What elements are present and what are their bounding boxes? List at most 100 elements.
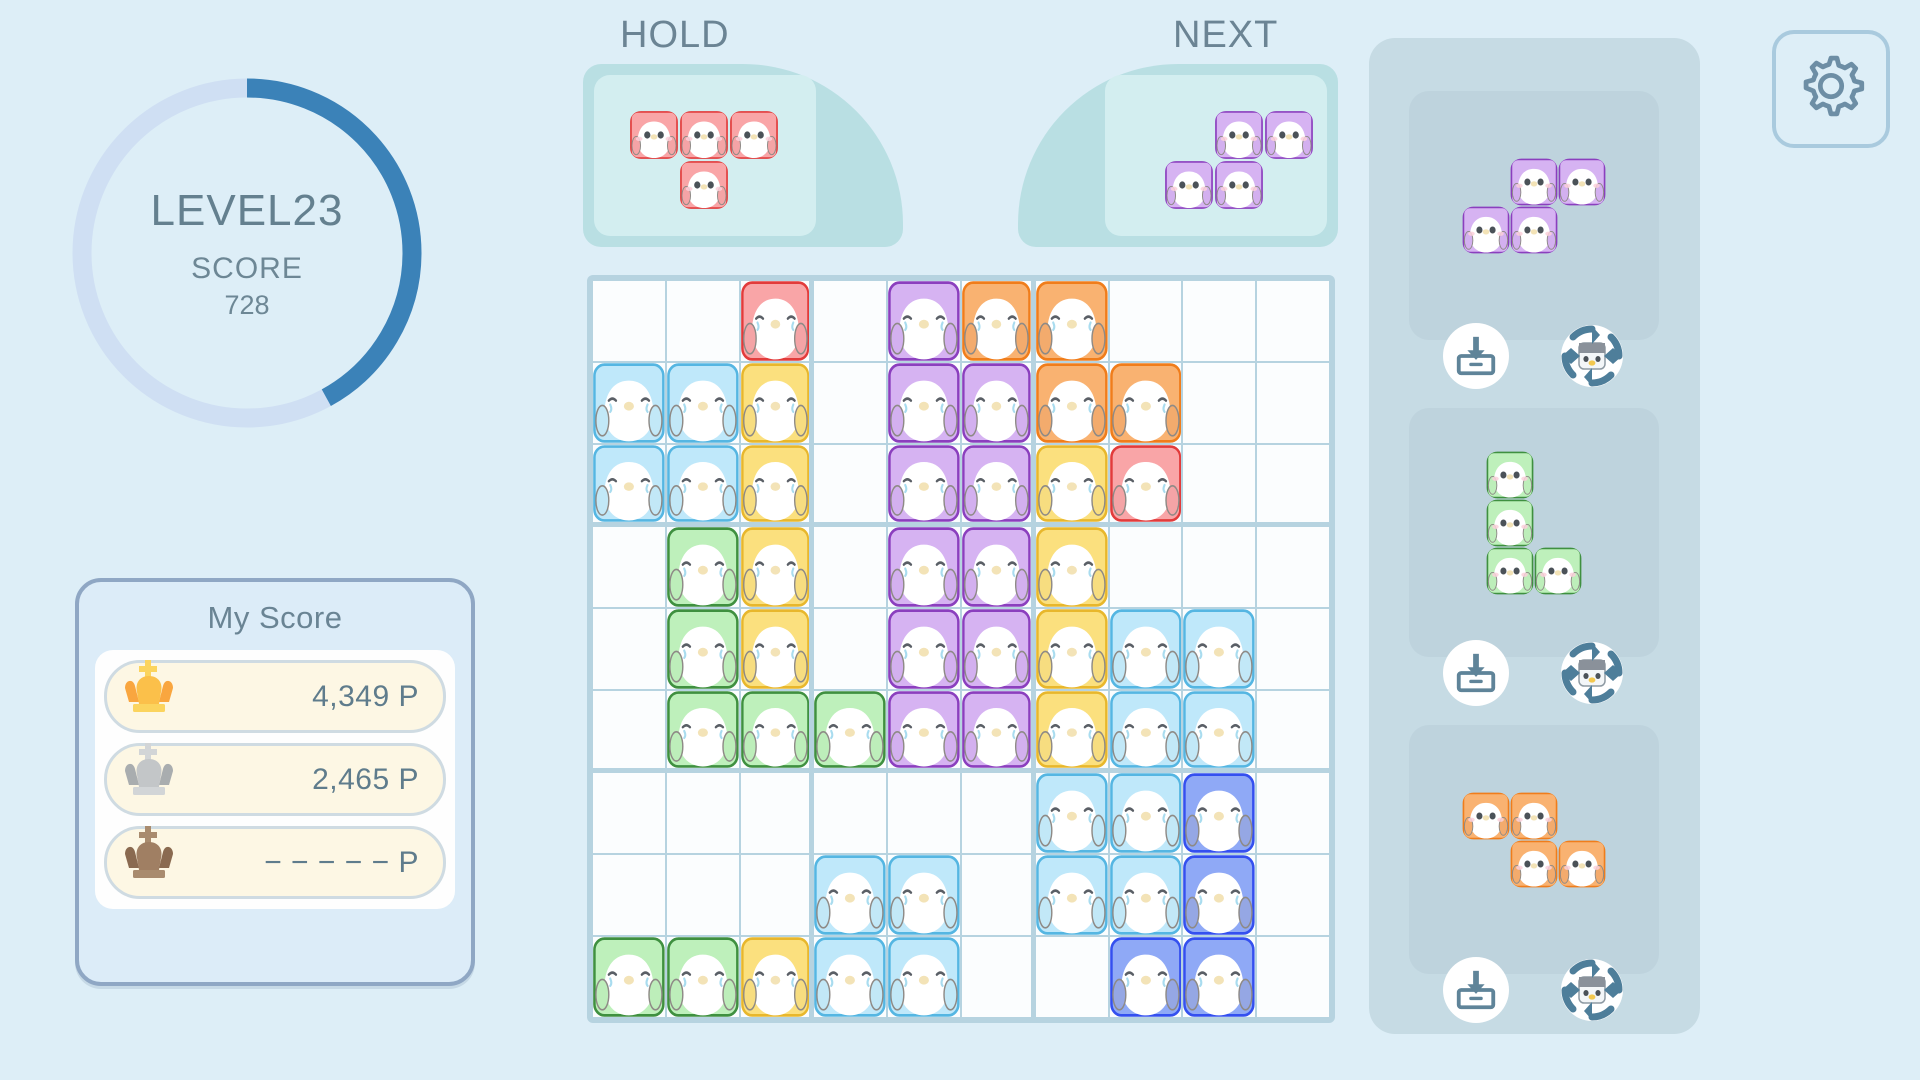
board-cell[interactable] [962,691,1031,768]
board-cell[interactable] [814,281,887,361]
board-cell[interactable] [888,363,960,443]
board-cell[interactable] [1183,281,1256,361]
board-cell[interactable] [593,855,665,935]
board-cell[interactable] [666,773,739,853]
board-cell[interactable] [1035,445,1108,522]
board-cell[interactable] [814,445,887,522]
board-cell[interactable] [593,281,665,361]
board-cell[interactable] [666,445,739,522]
board-cell[interactable] [1183,691,1256,768]
board-cell[interactable] [814,855,887,935]
store-box-icon[interactable] [1443,957,1509,1023]
board-grid[interactable] [593,281,1329,1017]
board-cell[interactable] [1183,855,1256,935]
board-cell[interactable] [1035,937,1108,1017]
board-cell[interactable] [1109,691,1182,768]
board-cell[interactable] [962,445,1031,522]
board-cell[interactable] [666,281,739,361]
board-cell[interactable] [1257,691,1329,768]
board-cell[interactable] [740,609,810,689]
board-cell[interactable] [593,445,665,522]
board-cell[interactable] [814,527,887,607]
board-cell[interactable] [1183,363,1256,443]
board-cell[interactable] [888,527,960,607]
board-cell[interactable] [1109,363,1182,443]
board-cell[interactable] [962,855,1031,935]
hold-tray[interactable] [583,64,903,247]
board-cell[interactable] [1257,855,1329,935]
board-cell[interactable] [740,281,810,361]
board-cell[interactable] [593,937,665,1017]
board-cell[interactable] [593,691,665,768]
board-cell[interactable] [814,773,887,853]
slot-3-piece[interactable] [1462,792,1606,887]
board-cell[interactable] [666,609,739,689]
board-cell[interactable] [593,773,665,853]
board-cell[interactable] [740,855,810,935]
rotate-penguin-icon[interactable] [1559,323,1625,389]
board-cell[interactable] [593,527,665,607]
board-cell[interactable] [1109,937,1182,1017]
board-cell[interactable] [1109,609,1182,689]
board-cell[interactable] [888,445,960,522]
board-cell[interactable] [1257,281,1329,361]
board-cell[interactable] [814,937,887,1017]
board-cell[interactable] [740,445,810,522]
board-cell[interactable] [888,855,960,935]
board-cell[interactable] [1035,609,1108,689]
board-cell[interactable] [1035,281,1108,361]
board-cell[interactable] [740,773,810,853]
board-cell[interactable] [1257,445,1329,522]
board-cell[interactable] [814,363,887,443]
board-cell[interactable] [888,691,960,768]
board-cell[interactable] [814,691,887,768]
board-cell[interactable] [1109,855,1182,935]
rotate-penguin-icon[interactable] [1559,957,1625,1023]
board-cell[interactable] [740,527,810,607]
board-cell[interactable] [1257,609,1329,689]
board-cell[interactable] [740,363,810,443]
slot-1-piece[interactable] [1462,158,1606,253]
board-cell[interactable] [1035,527,1108,607]
board-cell[interactable] [740,691,810,768]
board-cell[interactable] [962,527,1031,607]
board-cell[interactable] [1257,937,1329,1017]
store-box-icon[interactable] [1443,640,1509,706]
game-board[interactable] [587,275,1335,1023]
board-cell[interactable] [1183,527,1256,607]
board-cell[interactable] [888,937,960,1017]
board-cell[interactable] [666,937,739,1017]
piece-slot-2[interactable] [1409,408,1659,706]
board-cell[interactable] [740,937,810,1017]
rotate-penguin-icon[interactable] [1559,640,1625,706]
board-cell[interactable] [888,773,960,853]
board-cell[interactable] [1109,527,1182,607]
board-cell[interactable] [1035,363,1108,443]
store-box-icon[interactable] [1443,323,1509,389]
board-cell[interactable] [593,609,665,689]
board-cell[interactable] [962,937,1031,1017]
piece-slot-3[interactable] [1409,725,1659,1023]
piece-slot-1[interactable] [1409,91,1659,389]
board-cell[interactable] [1183,773,1256,853]
board-cell[interactable] [888,281,960,361]
board-cell[interactable] [1109,445,1182,522]
board-cell[interactable] [1257,527,1329,607]
board-cell[interactable] [666,855,739,935]
board-cell[interactable] [814,609,887,689]
board-cell[interactable] [1035,773,1108,853]
board-cell[interactable] [666,691,739,768]
board-cell[interactable] [1257,363,1329,443]
board-cell[interactable] [962,281,1031,361]
board-cell[interactable] [593,363,665,443]
board-cell[interactable] [1183,937,1256,1017]
board-cell[interactable] [666,363,739,443]
board-cell[interactable] [888,609,960,689]
board-cell[interactable] [962,773,1031,853]
board-cell[interactable] [1035,855,1108,935]
settings-button[interactable] [1772,30,1890,148]
board-cell[interactable] [1257,773,1329,853]
board-cell[interactable] [1183,445,1256,522]
slot-2-piece[interactable] [1486,451,1582,594]
board-cell[interactable] [962,609,1031,689]
